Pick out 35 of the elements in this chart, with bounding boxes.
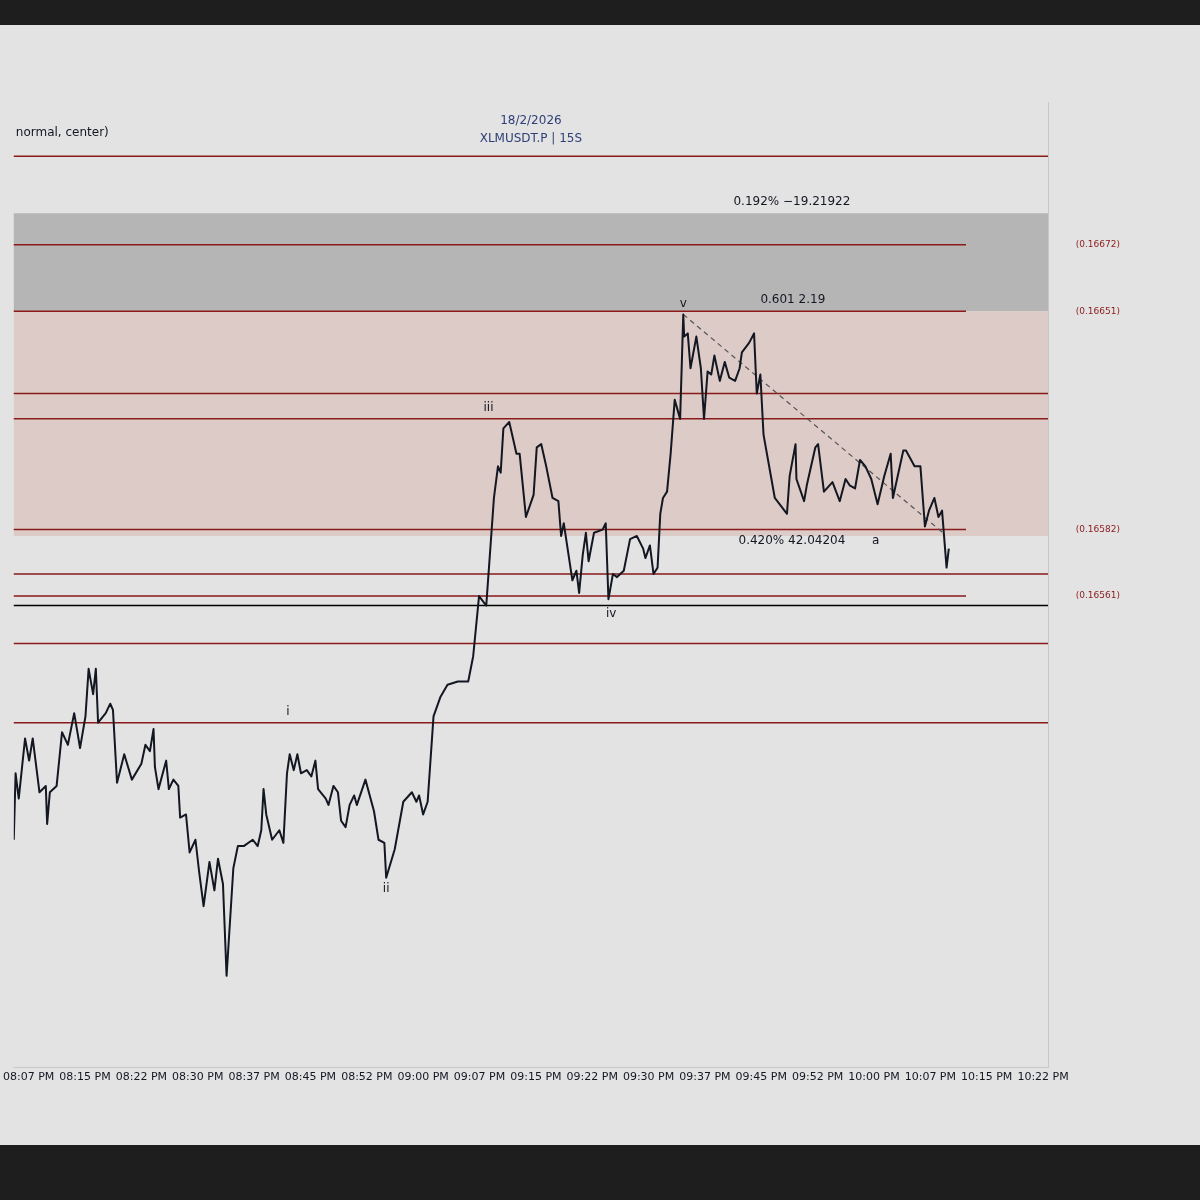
x-tick-label: 09:22 PM <box>566 1070 618 1084</box>
x-tick-label: 08:52 PM <box>341 1070 393 1084</box>
x-tick-label: 09:30 PM <box>622 1070 675 1084</box>
annotation: 0.601 2.19 <box>760 292 826 307</box>
x-tick-label: 08:37 PM <box>228 1070 280 1084</box>
x-tick-label: 08:07 PM <box>3 1070 55 1084</box>
annotation: v <box>679 295 687 310</box>
x-tick-label: 10:07 PM <box>904 1070 956 1084</box>
annotation: iv <box>605 605 617 620</box>
text: XLMUSDT.P | 15S <box>479 130 583 145</box>
annotation: a <box>872 532 880 547</box>
x-tick-label: 09:15 PM <box>510 1070 562 1084</box>
x-tick-label: 08:15 PM <box>59 1070 111 1084</box>
y-tick-label: (0.16672) <box>1075 239 1120 250</box>
y-tick-label: (0.16582) <box>1075 523 1120 534</box>
annotation: ii <box>382 880 390 895</box>
annotation: iii <box>483 399 494 414</box>
y-tick-label: (0.16561) <box>1075 590 1120 601</box>
x-tick-label: 09:00 PM <box>397 1070 449 1084</box>
x-tick-label: 08:45 PM <box>284 1070 337 1084</box>
x-tick-label: 10:15 PM <box>961 1070 1013 1084</box>
annotation: i <box>286 703 290 718</box>
annotation: 0.420% 42.04204 <box>738 532 846 547</box>
annotation: 0.192% −19.21922 <box>733 194 851 209</box>
x-tick-label: 08:22 PM <box>115 1070 168 1084</box>
x-tick-label: 09:07 PM <box>453 1070 506 1084</box>
x-tick-label: 10:22 PM <box>1017 1070 1069 1084</box>
y-tick-label: (0.16651) <box>1075 305 1120 316</box>
text: 18/2/2026 <box>500 112 562 127</box>
x-tick-label: 09:52 PM <box>791 1070 844 1084</box>
x-tick-label: 09:37 PM <box>679 1070 731 1084</box>
x-tick-label: 08:30 PM <box>172 1070 224 1084</box>
x-tick-label: 09:45 PM <box>735 1070 787 1084</box>
annotation: normal, center) <box>15 124 109 139</box>
x-tick-label: 10:00 PM <box>848 1070 900 1084</box>
